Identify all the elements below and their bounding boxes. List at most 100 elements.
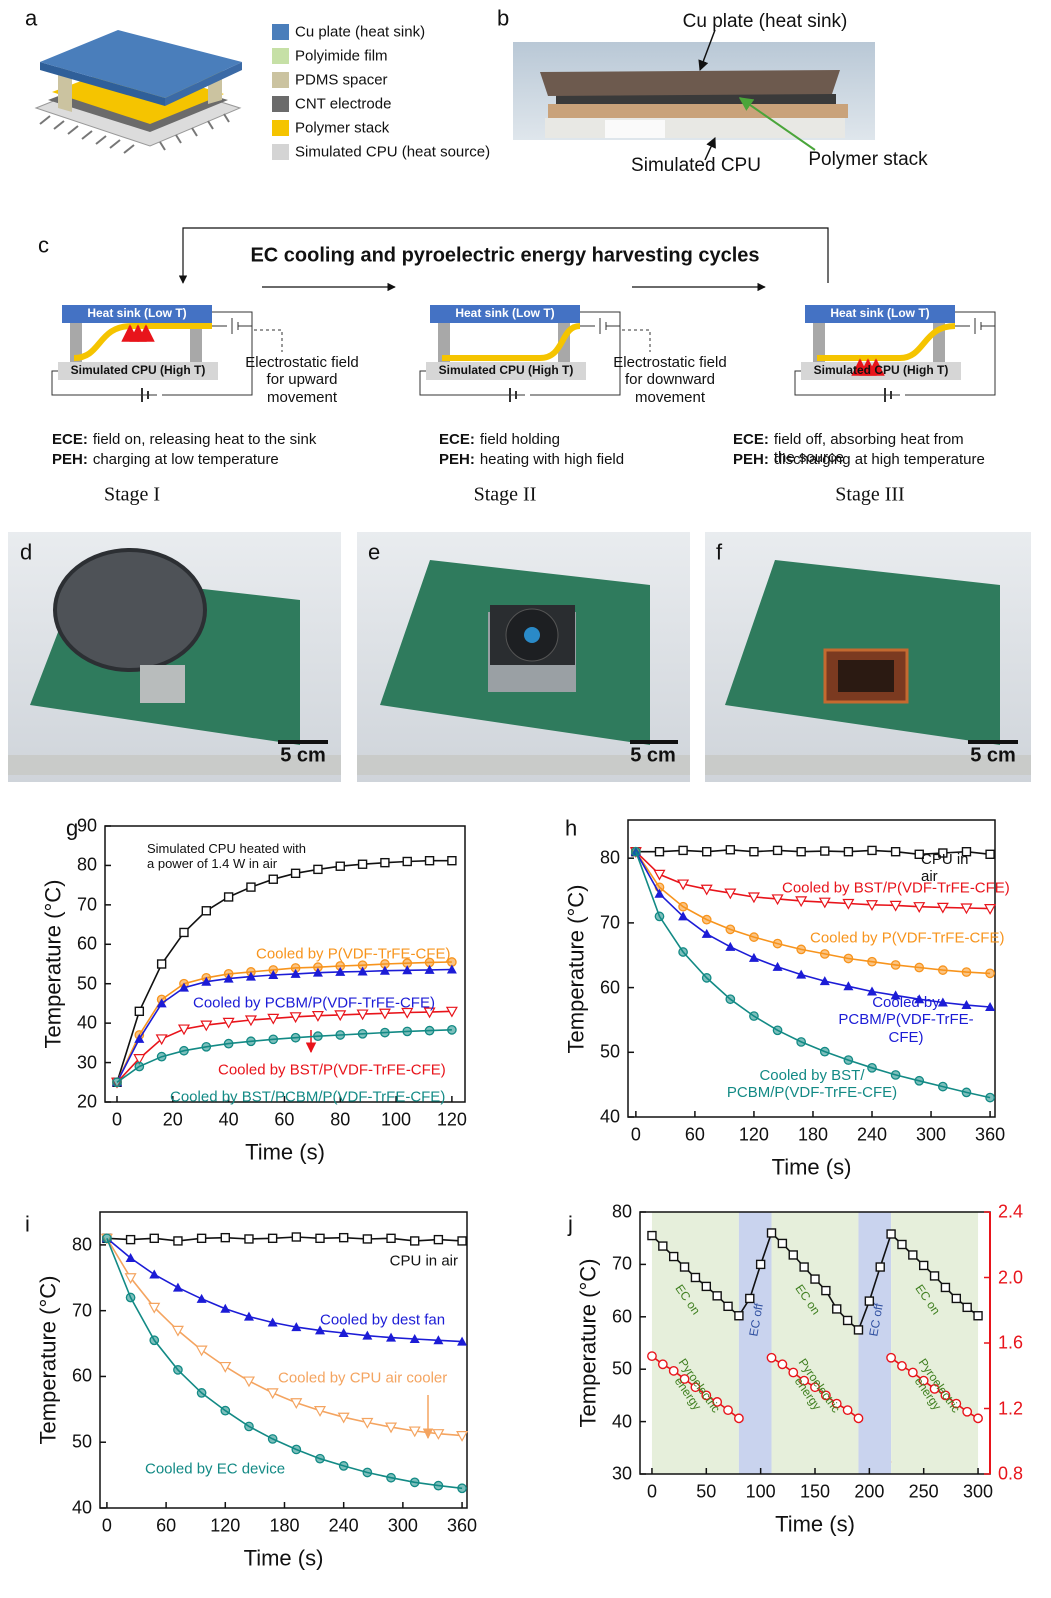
x-tick-label: 40 <box>218 1109 239 1130</box>
marker <box>914 994 925 1004</box>
marker <box>268 970 279 980</box>
marker <box>424 855 435 866</box>
x-tick-label: 100 <box>381 1109 412 1130</box>
marker <box>356 1009 369 1021</box>
marker <box>446 964 457 974</box>
marker <box>246 1036 256 1047</box>
marker <box>890 960 901 970</box>
marker <box>788 1367 799 1378</box>
marker <box>179 927 189 938</box>
marker <box>985 968 995 979</box>
marker <box>668 1365 679 1376</box>
marker <box>658 1241 668 1251</box>
y-tick-label: 70 <box>76 894 97 915</box>
marker <box>267 1233 278 1244</box>
marker <box>432 1429 445 1440</box>
marker <box>156 959 167 969</box>
marker <box>867 845 877 856</box>
marker <box>961 1087 972 1098</box>
series-line <box>106 1237 463 1343</box>
marker <box>810 1382 820 1393</box>
x-axis-label: Time (s) <box>775 1511 855 1537</box>
y-tick-label: 70 <box>611 1254 632 1275</box>
marker <box>973 1413 983 1424</box>
plot-frame <box>99 1211 468 1509</box>
marker <box>796 969 807 979</box>
legend-label: Cu plate (heat sink) <box>295 23 426 41</box>
legend-label: Polyimide film <box>295 47 388 65</box>
marker <box>819 1046 830 1057</box>
x-tick-label: 150 <box>799 1481 831 1502</box>
marker <box>337 1412 350 1424</box>
marker <box>985 1092 995 1103</box>
stage-ece: ECE: field holding <box>439 431 560 449</box>
polymer-stack <box>817 323 956 361</box>
marker <box>831 1398 842 1409</box>
stage-peh: PEH: heating with high field <box>439 451 624 469</box>
marker <box>401 1007 414 1019</box>
marker <box>201 906 212 916</box>
y2-tick-label: 0.8 <box>998 1463 1024 1484</box>
heat-sink <box>430 305 580 323</box>
marker <box>886 1352 896 1363</box>
series-line <box>106 1238 463 1490</box>
stage-ece: ECE: field on, releasing heat to the sink <box>52 431 316 449</box>
region <box>891 1212 979 1474</box>
scale-label: 5 cm <box>630 744 676 767</box>
marker <box>291 1444 302 1455</box>
series-line <box>116 968 452 1083</box>
marker <box>936 902 949 914</box>
marker <box>771 894 784 906</box>
marker <box>313 1031 323 1042</box>
marker <box>290 968 301 978</box>
y-tick-label: 50 <box>611 1358 632 1379</box>
marker <box>777 1359 788 1370</box>
legend-swatch <box>272 48 289 64</box>
field-label: Electrostatic field for upward movement <box>245 354 359 406</box>
y-tick-label: 20 <box>76 1091 97 1112</box>
marker <box>223 973 234 983</box>
marker <box>654 847 665 857</box>
y-axis-label: Temperature (°C) <box>40 879 66 1049</box>
row-text: field off, absorbing heat from the sourc… <box>773 431 964 466</box>
marker <box>724 888 737 900</box>
cycle-arrows <box>178 227 829 292</box>
marker <box>155 1034 168 1046</box>
x-tick-label: 120 <box>436 1109 467 1130</box>
marker <box>357 966 368 976</box>
marker <box>402 856 412 867</box>
region <box>651 1212 739 1474</box>
marker <box>766 1228 777 1238</box>
marker <box>745 1293 755 1304</box>
marker <box>799 1262 809 1272</box>
marker <box>937 997 948 1007</box>
marker <box>749 847 759 857</box>
panel-label: e <box>368 539 381 565</box>
marker <box>172 1282 183 1292</box>
marker <box>338 1461 349 1471</box>
x-tick-label: 80 <box>330 1109 351 1130</box>
marker <box>171 1325 184 1337</box>
marker <box>313 1406 327 1417</box>
marker <box>201 976 212 986</box>
marker <box>378 1008 391 1020</box>
panel-label: d <box>20 539 33 565</box>
marker <box>777 1238 788 1249</box>
marker <box>918 1375 929 1386</box>
y-tick-label: 60 <box>76 933 97 954</box>
marker <box>701 973 712 983</box>
y2-tick-label: 2.4 <box>998 1201 1024 1222</box>
marker <box>908 1250 918 1260</box>
photo-e <box>357 532 690 782</box>
marker <box>702 847 712 857</box>
panel-label: f <box>716 539 723 565</box>
marker <box>243 1311 254 1321</box>
x-tick-label: 300 <box>916 1124 947 1145</box>
marker <box>457 1483 467 1494</box>
region <box>738 1212 772 1474</box>
marker <box>380 1027 390 1038</box>
marker <box>810 1274 820 1284</box>
heat-sink-label: Heat sink (Low T) <box>830 306 930 321</box>
marker <box>219 1361 232 1373</box>
cpu-label: Simulated CPU (High T) <box>70 363 206 378</box>
